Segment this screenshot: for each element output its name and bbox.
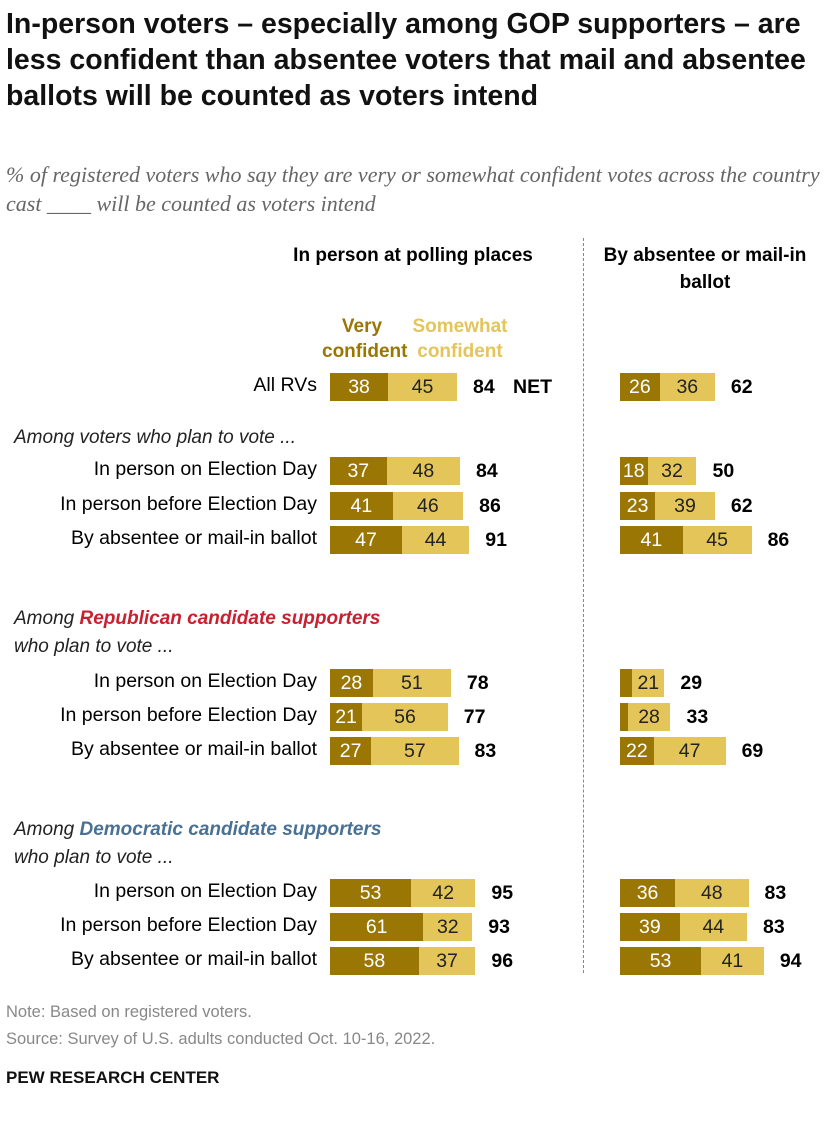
net-value: 93	[488, 916, 510, 938]
chart-subtitle: % of registered voters who say they are …	[6, 162, 820, 216]
bar-somewhat-confident: 48	[675, 879, 749, 907]
bar-very-confident: 39	[620, 913, 680, 941]
source: Source: Survey of U.S. adults conducted …	[6, 1030, 436, 1048]
row-label: By absentee or mail-in ballot	[70, 948, 317, 970]
bar-somewhat-confident: 21	[632, 669, 665, 697]
bar-somewhat-confident: 41	[701, 947, 764, 975]
bar-very-confident: 47	[330, 526, 402, 554]
row-label: In person on Election Day	[93, 880, 317, 902]
net-value: 78	[466, 672, 489, 694]
panel-title-in-person: In person at polling places	[293, 245, 533, 266]
bar-very-confident: 41	[620, 526, 683, 554]
net-value: 84	[476, 460, 498, 482]
bar-somewhat-confident: 28	[627, 703, 671, 731]
net-value: 84	[472, 376, 495, 398]
net-value: 86	[767, 529, 790, 551]
bar-somewhat-confident: 32	[423, 913, 473, 941]
group-suffix: who plan to vote ...	[14, 847, 174, 868]
row-label: In person before Election Day	[60, 493, 317, 515]
bar-somewhat-confident: 44	[679, 913, 747, 941]
republican-highlight: Republican candidate supporters	[79, 608, 381, 629]
bar-very-confident: 37	[330, 457, 387, 485]
bar-somewhat-confident: 51	[372, 669, 451, 697]
net-value: 29	[680, 672, 703, 694]
bar-somewhat-confident: 48	[386, 457, 461, 485]
bar-somewhat-confident: 36	[659, 373, 715, 401]
net-value: 95	[491, 882, 514, 904]
group-prefix: Among	[14, 819, 80, 840]
net-value: 83	[764, 882, 787, 904]
bar-somewhat-confident: 42	[411, 879, 476, 907]
net-value: 77	[463, 706, 486, 728]
group-label-plan: Among voters who plan to vote ...	[14, 427, 296, 448]
bar-very-confident: 21	[330, 703, 363, 731]
net-value: 91	[485, 529, 507, 551]
bar-very-confident: 38	[330, 373, 389, 401]
row-label: In person before Election Day	[60, 704, 317, 726]
group-suffix: who plan to vote ...	[14, 636, 174, 657]
net-value: 62	[730, 376, 753, 398]
chart-title: In-person voters – especially among GOP …	[6, 8, 806, 112]
net-label: NET	[512, 376, 552, 398]
bar-somewhat-confident: 45	[682, 526, 752, 554]
net-value: 83	[762, 916, 785, 938]
bar-somewhat-confident: 32	[647, 457, 697, 485]
bar-very-confident: 28	[330, 669, 373, 697]
group-prefix: Among	[14, 608, 80, 629]
group-label-democratic: Among Democratic candidate supporters who…	[14, 816, 381, 872]
bar-very-confident	[620, 669, 633, 697]
net-value: 50	[712, 460, 735, 482]
bar-very-confident: 27	[330, 737, 372, 765]
panel-divider	[583, 238, 584, 973]
net-value: 96	[491, 950, 514, 972]
democratic-highlight: Democratic candidate supporters	[79, 819, 382, 840]
bar-very-confident: 61	[330, 913, 424, 941]
pew-logo-text: PEW RESEARCH CENTER	[6, 1068, 220, 1087]
row-label: In person on Election Day	[93, 670, 317, 692]
bar-somewhat-confident: 47	[653, 737, 726, 765]
bar-somewhat-confident: 44	[401, 526, 470, 554]
net-value: 62	[730, 495, 753, 517]
note: Note: Based on registered voters.	[6, 1003, 252, 1021]
net-value: 83	[474, 740, 497, 762]
net-value: 69	[741, 740, 764, 762]
bar-somewhat-confident: 56	[362, 703, 448, 731]
group-label-republican: Among Republican candidate supporters who…	[14, 605, 380, 661]
row-label: In person on Election Day	[93, 458, 317, 480]
bar-very-confident	[620, 703, 628, 731]
bar-somewhat-confident: 57	[371, 737, 459, 765]
bar-very-confident: 53	[620, 947, 702, 975]
net-value: 94	[779, 950, 802, 972]
bar-very-confident: 18	[620, 457, 648, 485]
panel-title-absentee: By absentee or mail-in ballot	[603, 245, 807, 293]
row-label: All RVs	[253, 374, 317, 396]
row-label: In person before Election Day	[60, 914, 317, 936]
bar-very-confident: 26	[620, 373, 660, 401]
net-value: 33	[686, 706, 709, 728]
bar-very-confident: 36	[620, 879, 676, 907]
bar-very-confident: 41	[330, 492, 393, 520]
bar-somewhat-confident: 37	[418, 947, 476, 975]
legend-very-confident: Very confident	[322, 316, 408, 362]
bar-somewhat-confident: 39	[655, 492, 715, 520]
net-value: 86	[479, 495, 501, 517]
bar-very-confident: 23	[620, 492, 656, 520]
bar-very-confident: 53	[330, 879, 412, 907]
row-label: By absentee or mail-in ballot	[70, 527, 317, 549]
bar-very-confident: 22	[620, 737, 654, 765]
legend-somewhat-confident: Somewhat confident	[412, 316, 508, 362]
bar-very-confident: 58	[330, 947, 419, 975]
bar-somewhat-confident: 46	[392, 492, 464, 520]
bar-somewhat-confident: 45	[388, 373, 457, 401]
row-label: By absentee or mail-in ballot	[70, 738, 317, 760]
